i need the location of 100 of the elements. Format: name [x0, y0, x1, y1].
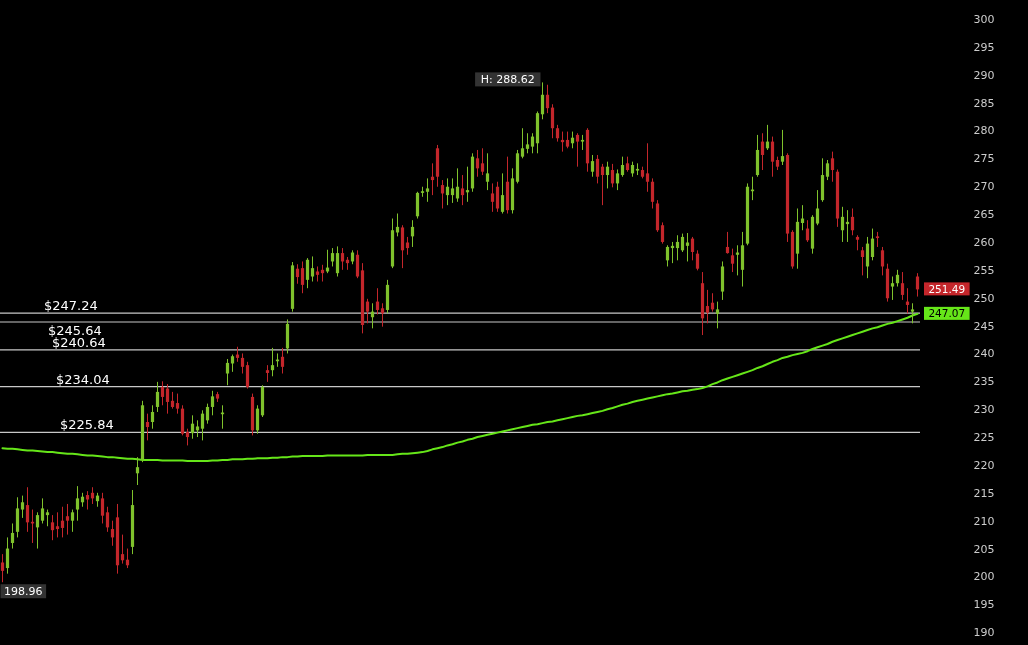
candlestick: [615, 168, 620, 191]
candlestick: [225, 358, 230, 386]
candlestick: [910, 302, 915, 324]
candlestick: [500, 172, 505, 215]
candlestick: [200, 409, 205, 441]
candlestick: [40, 497, 45, 524]
y-tick-label: 295: [973, 40, 995, 54]
candlestick: [75, 485, 80, 522]
candlestick: [780, 129, 785, 166]
candlestick: [460, 174, 465, 206]
y-tick-label: 225: [973, 431, 995, 445]
candlestick: [690, 236, 695, 261]
y-tick-label: 245: [973, 319, 995, 333]
candlestick: [425, 177, 430, 203]
ref-line-label: $234.04: [56, 371, 110, 387]
y-tick-label: 270: [973, 180, 995, 194]
annotation: 198.96: [4, 585, 43, 599]
y-tick-label: 190: [973, 626, 995, 640]
candlestick: [900, 271, 905, 301]
y-tick-label: 230: [973, 403, 995, 417]
candlestick: [595, 154, 600, 184]
candlestick: [590, 154, 595, 178]
candlestick: [730, 248, 735, 273]
ref-line-label: $247.24: [44, 298, 98, 314]
y-tick-label: 215: [973, 486, 995, 500]
candlestick: [65, 503, 70, 536]
candlestick: [150, 404, 155, 430]
candlestick: [825, 159, 830, 181]
candlestick: [35, 511, 40, 550]
candlestick: [725, 231, 730, 255]
candlestick: [20, 495, 25, 519]
y-tick-label: 265: [973, 208, 995, 222]
candlestick: [310, 255, 315, 283]
candlestick: [645, 142, 650, 193]
candlestick: [120, 534, 125, 565]
candlestick: [50, 514, 55, 541]
candlestick: [840, 206, 845, 243]
candlestick: [15, 496, 20, 538]
candlestick: [695, 249, 700, 271]
candlestick: [490, 182, 495, 213]
candlestick: [680, 233, 685, 253]
text: 247.07: [928, 307, 966, 320]
candlestick: [25, 486, 30, 533]
candlestick: [100, 492, 105, 524]
candlestick: [815, 189, 820, 226]
y-tick-label: 240: [973, 347, 995, 361]
candlestick: [620, 156, 625, 178]
candlestick: [55, 511, 60, 538]
candlestick: [545, 84, 550, 114]
y-tick-label: 255: [973, 263, 995, 277]
annotation: H: 288.62: [480, 73, 535, 87]
y-tick-label: 250: [973, 291, 995, 305]
ref-line-label: $225.84: [60, 417, 114, 433]
candlestick: [60, 506, 65, 538]
candlestick: [540, 81, 545, 120]
candlestick: [860, 246, 865, 276]
candlestick: [410, 219, 415, 248]
candlestick: [830, 151, 835, 183]
candlestick: [575, 132, 580, 168]
candlestick: [135, 456, 140, 486]
y-tick-label: 290: [973, 68, 995, 82]
candlestick: [270, 347, 275, 377]
candlestick: [300, 260, 305, 294]
candlestick: [870, 228, 875, 261]
candlestick: [550, 103, 555, 139]
candlestick: [105, 506, 110, 533]
candlestick: [5, 536, 10, 575]
candlestick: [355, 249, 360, 279]
candlestick: [495, 181, 500, 213]
y-tick-label: 235: [973, 375, 995, 389]
candlestick: [365, 298, 370, 324]
candlestick: [475, 149, 480, 178]
candlestick: [70, 509, 75, 533]
candlestick: [770, 136, 775, 178]
candlestick: [610, 163, 615, 188]
y-tick-label: 210: [973, 514, 995, 528]
y-tick-label: 275: [973, 152, 995, 166]
y-tick-label: 300: [973, 12, 995, 26]
candlestick: [530, 132, 535, 154]
candlestick: [245, 361, 250, 390]
y-tick-label: 285: [973, 96, 995, 110]
candlestick: [650, 177, 655, 209]
candlestick: [380, 302, 385, 328]
candlestick: [760, 132, 765, 171]
candlestick: [255, 404, 260, 435]
y-tick-label: 260: [973, 235, 995, 249]
y-tick-label: 220: [973, 458, 995, 472]
candlestick: [400, 224, 405, 269]
candlestick: [0, 553, 5, 583]
candlestick: [660, 221, 665, 245]
candlestick: [715, 301, 720, 329]
candlestick: [525, 132, 530, 154]
candlestick: [10, 522, 15, 550]
candlestick: [335, 245, 340, 278]
text: 251.49: [928, 282, 966, 295]
candlestick: [210, 390, 215, 416]
candlestick: [190, 414, 195, 440]
y-tick-label: 205: [973, 542, 995, 556]
y-tick-label: 200: [973, 570, 995, 584]
candlestick: [705, 289, 710, 324]
